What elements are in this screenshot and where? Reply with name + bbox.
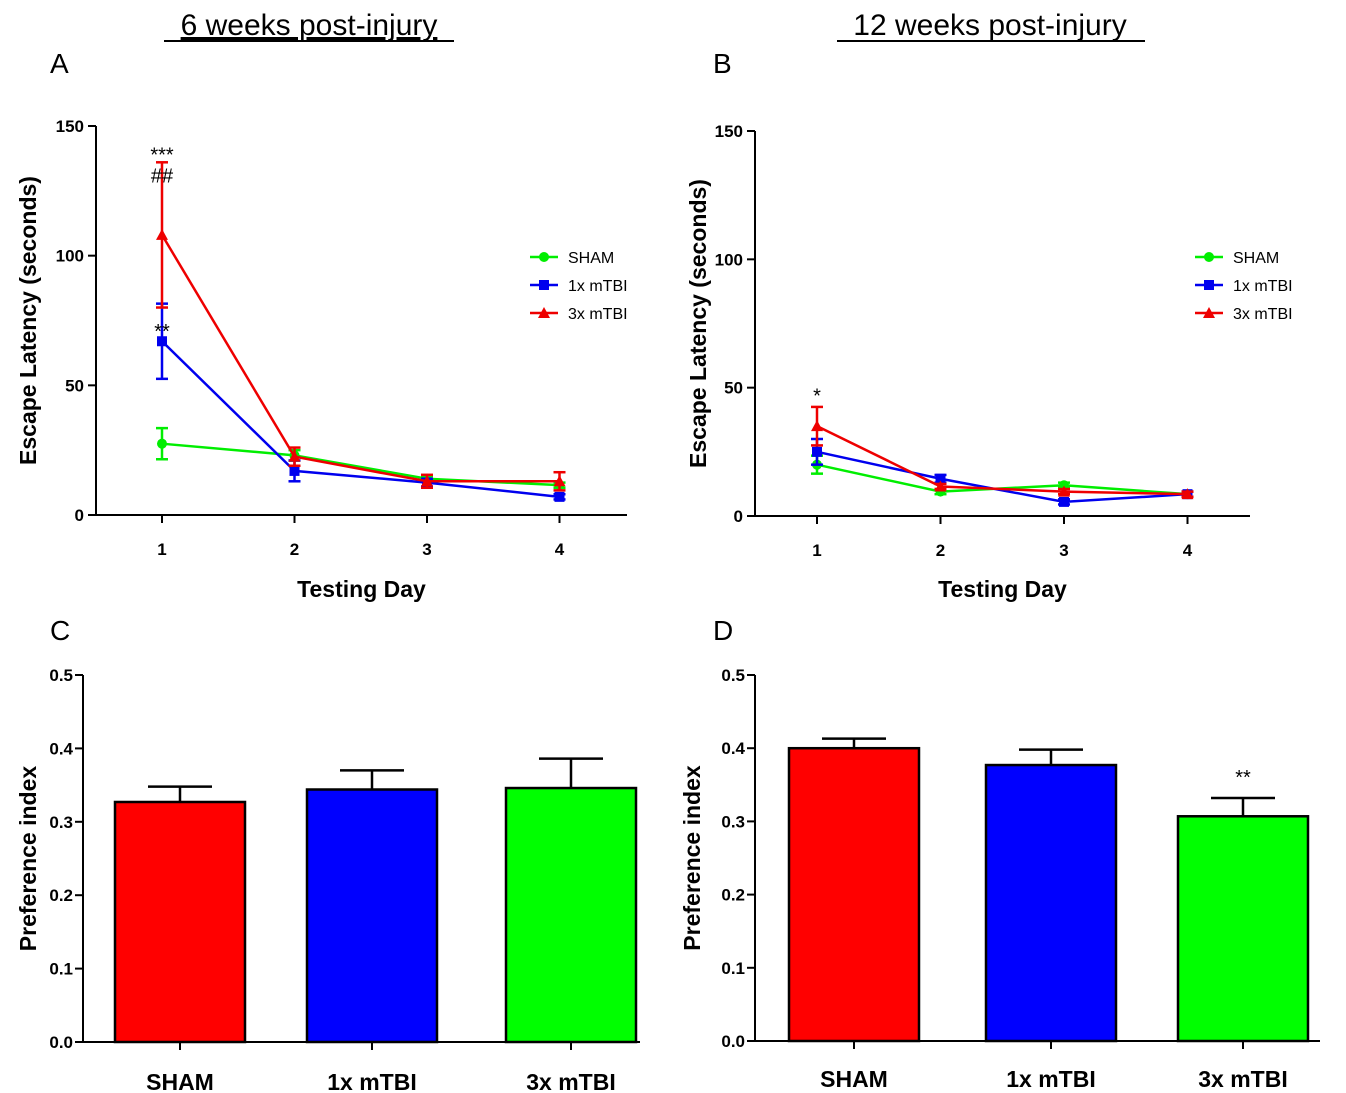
legend-label: 1x mTBI bbox=[1233, 278, 1293, 295]
data-point bbox=[811, 420, 823, 432]
x-tick-label: 4 bbox=[1183, 541, 1193, 560]
y-axis-title: Escape Latency (seconds) bbox=[685, 179, 711, 468]
y-tick-label: 0.0 bbox=[721, 1032, 745, 1051]
series-1x-mtbi bbox=[811, 437, 1194, 507]
y-tick-label: 0.2 bbox=[49, 886, 73, 905]
y-tick-label: 0.2 bbox=[721, 886, 745, 905]
y-tick-label: 100 bbox=[56, 247, 84, 266]
legend-triangle-marker bbox=[538, 307, 550, 318]
bar-1x-mtbi bbox=[984, 763, 1118, 1043]
data-point bbox=[157, 438, 167, 449]
panel-c-bar-chart: C 0.0 0.1 0.2 0.3 0.4 0.5 Preference index SHAM 1… bbox=[15, 615, 640, 1093]
panel-b-line-chart: B 0 50 100 150 1 2 3 4 Testing Day Escape Latency … bbox=[685, 48, 1293, 602]
data-point bbox=[421, 475, 433, 487]
y-tick-label: 0.3 bbox=[721, 812, 745, 831]
y-tick-label: 150 bbox=[715, 122, 743, 141]
data-point bbox=[157, 336, 167, 347]
panel-letter: B bbox=[713, 48, 732, 79]
panel-a-line-chart: A 0 50 100 150 1 2 3 4 Testing Day Escape Latency … bbox=[15, 48, 628, 602]
y-axis-title: Escape Latency (seconds) bbox=[15, 176, 41, 465]
significance-annotation: ** bbox=[154, 321, 170, 343]
legend-circle-marker bbox=[539, 252, 549, 262]
series-3x-mtbi bbox=[811, 405, 1194, 500]
series-3x-mtbi bbox=[156, 161, 566, 492]
category-label: SHAM bbox=[820, 1066, 888, 1092]
y-tick-label: 100 bbox=[715, 250, 743, 269]
data-point bbox=[812, 446, 822, 457]
legend-label: SHAM bbox=[1233, 250, 1279, 267]
series-line bbox=[161, 340, 560, 499]
y-tick-label: 0.1 bbox=[721, 959, 745, 978]
panel-letter: C bbox=[50, 615, 70, 646]
x-tick-label: 2 bbox=[290, 540, 299, 559]
y-tick-label: 0.3 bbox=[49, 813, 73, 832]
data-point bbox=[1059, 496, 1069, 507]
bar-sham bbox=[113, 800, 247, 1044]
legend-triangle-marker bbox=[1203, 307, 1215, 318]
y-tick-label: 0.1 bbox=[49, 960, 73, 979]
panel-letter: A bbox=[50, 48, 69, 79]
left-heading: 6 weeks post-injury bbox=[181, 9, 438, 42]
significance-annotation: *** bbox=[150, 145, 174, 167]
series-line bbox=[816, 450, 1188, 504]
significance-annotation: ** bbox=[1235, 767, 1251, 789]
legend-label: 1x mTBI bbox=[568, 278, 628, 295]
category-label: SHAM bbox=[146, 1069, 214, 1093]
data-point bbox=[553, 475, 566, 487]
x-axis-title: Testing Day bbox=[938, 576, 1067, 602]
data-point bbox=[554, 491, 565, 502]
x-axis-title: Testing Day bbox=[297, 576, 426, 602]
data-point bbox=[934, 480, 947, 492]
data-point bbox=[156, 228, 168, 240]
y-tick-label: 0.4 bbox=[49, 739, 73, 758]
series-line bbox=[160, 234, 560, 483]
bar-1x-mtbi bbox=[305, 788, 439, 1044]
x-tick-label: 1 bbox=[812, 541, 821, 560]
series-line bbox=[816, 425, 1188, 496]
series-line bbox=[161, 442, 560, 487]
panel-d-bar-chart: D 0.0 0.1 0.2 0.3 0.4 0.5 Preference index SHAM 1… bbox=[679, 615, 1320, 1092]
x-tick-label: 4 bbox=[555, 540, 565, 559]
bar-3x-mtbi bbox=[504, 786, 638, 1044]
y-tick-label: 0.0 bbox=[49, 1033, 73, 1052]
x-tick-label: 1 bbox=[157, 540, 166, 559]
significance-annotation: * bbox=[813, 385, 821, 407]
legend-circle-marker bbox=[1204, 252, 1214, 262]
right-heading: 12 weeks post-injury bbox=[853, 9, 1126, 42]
category-label: 3x mTBI bbox=[1198, 1066, 1287, 1092]
legend-label: 3x mTBI bbox=[1233, 306, 1293, 323]
y-tick-label: 50 bbox=[65, 376, 84, 395]
y-tick-label: 0 bbox=[75, 506, 84, 525]
category-label: 1x mTBI bbox=[327, 1069, 416, 1093]
y-axis-title: Preference index bbox=[15, 766, 41, 952]
data-point bbox=[289, 465, 300, 476]
x-tick-label: 3 bbox=[1059, 541, 1068, 560]
category-label: 1x mTBI bbox=[1006, 1066, 1095, 1092]
data-point bbox=[288, 450, 301, 462]
bar-3x-mtbi bbox=[1176, 815, 1310, 1043]
panel-letter: D bbox=[713, 615, 733, 646]
legend-label: 3x mTBI bbox=[568, 306, 628, 323]
y-tick-label: 0.5 bbox=[49, 666, 73, 685]
legend-square-marker bbox=[1204, 280, 1214, 290]
legend-square-marker bbox=[539, 280, 549, 290]
significance-annotation: ## bbox=[151, 165, 174, 187]
data-point bbox=[935, 473, 946, 484]
category-label: 3x mTBI bbox=[526, 1069, 615, 1093]
series-1x-mtbi bbox=[156, 302, 566, 502]
data-point bbox=[1059, 480, 1069, 491]
data-point bbox=[1058, 485, 1070, 497]
legend-label: SHAM bbox=[568, 250, 614, 267]
bar-sham bbox=[787, 746, 921, 1043]
y-tick-label: 150 bbox=[56, 117, 84, 136]
y-tick-label: 0 bbox=[734, 507, 743, 526]
y-axis-title: Preference index bbox=[679, 765, 705, 951]
x-tick-label: 2 bbox=[936, 541, 945, 560]
y-tick-label: 0.4 bbox=[721, 739, 745, 758]
y-tick-label: 50 bbox=[724, 379, 743, 398]
x-tick-label: 3 bbox=[422, 540, 431, 559]
y-tick-label: 0.5 bbox=[721, 666, 745, 685]
data-point bbox=[1181, 488, 1194, 500]
